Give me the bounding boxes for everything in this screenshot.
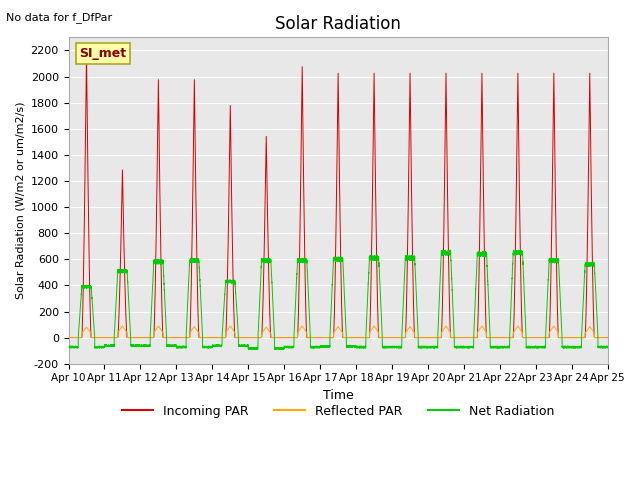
Text: SI_met: SI_met — [79, 47, 127, 60]
Text: No data for f_DfPar: No data for f_DfPar — [6, 12, 113, 23]
X-axis label: Time: Time — [323, 389, 353, 402]
Legend: Incoming PAR, Reflected PAR, Net Radiation: Incoming PAR, Reflected PAR, Net Radiati… — [117, 400, 559, 423]
Title: Solar Radiation: Solar Radiation — [275, 15, 401, 33]
Y-axis label: Solar Radiation (W/m2 or um/m2/s): Solar Radiation (W/m2 or um/m2/s) — [15, 102, 25, 300]
